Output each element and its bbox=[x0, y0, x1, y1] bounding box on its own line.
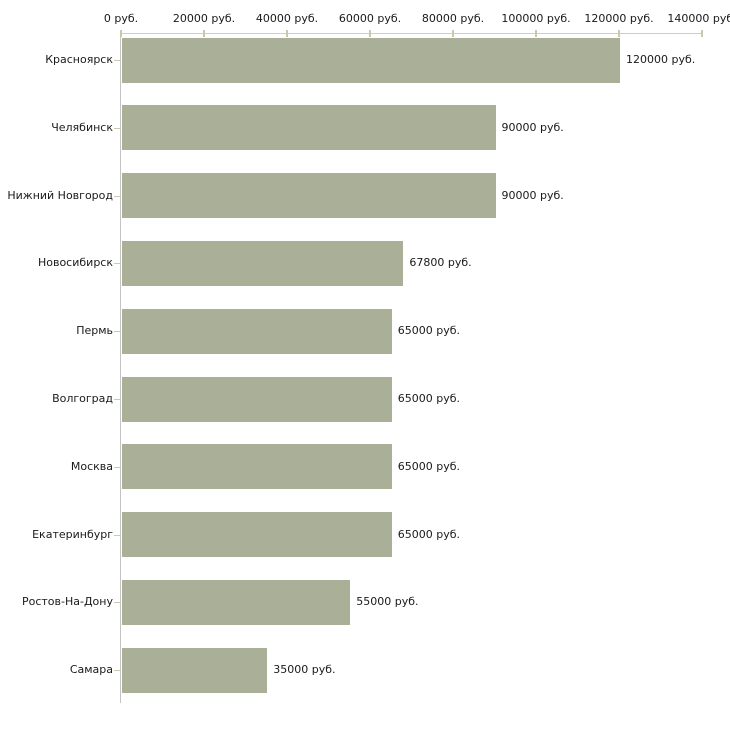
value-label: 65000 руб. bbox=[397, 324, 461, 338]
category-tick-mark bbox=[114, 195, 120, 197]
bar bbox=[122, 240, 404, 286]
value-label: 90000 руб. bbox=[501, 188, 564, 202]
value-label: 55000 руб. bbox=[356, 595, 419, 609]
value-label: 120000 руб. bbox=[626, 53, 696, 66]
category-label: Екатеринбург bbox=[32, 527, 113, 541]
x-axis-tick-mark bbox=[369, 30, 371, 37]
value-label: 65000 руб. bbox=[397, 392, 461, 405]
category-tick-mark bbox=[114, 60, 120, 61]
x-axis-tick-label: 0 руб. bbox=[103, 12, 139, 25]
category-label: Пермь bbox=[76, 324, 113, 338]
category-label: Челябинск bbox=[51, 120, 113, 134]
category-label: Новосибирск bbox=[37, 256, 113, 270]
x-axis-tick-mark bbox=[618, 30, 620, 37]
x-axis-tick-mark bbox=[120, 30, 122, 37]
category-tick-mark bbox=[114, 670, 120, 672]
category-tick-mark bbox=[114, 534, 120, 536]
x-axis-tick-label: 20000 руб. bbox=[172, 12, 236, 25]
y-axis-line bbox=[120, 33, 121, 703]
x-axis-tick-label: 140000 руб. bbox=[667, 12, 730, 25]
value-label: 35000 руб. bbox=[273, 663, 336, 677]
value-label: 67800 руб. bbox=[409, 256, 472, 270]
category-tick-mark bbox=[114, 263, 120, 265]
category-tick-mark bbox=[114, 602, 120, 604]
bar bbox=[122, 173, 496, 219]
bar bbox=[122, 647, 268, 693]
x-axis-tick-label: 80000 руб. bbox=[421, 12, 485, 25]
x-axis-tick-mark bbox=[701, 30, 703, 37]
bar bbox=[122, 512, 392, 558]
bar bbox=[122, 444, 392, 490]
bar bbox=[122, 105, 496, 151]
x-axis-tick-mark bbox=[203, 30, 205, 37]
x-axis-tick-label: 100000 руб. bbox=[501, 12, 571, 25]
category-label: Нижний Новгород bbox=[7, 188, 113, 202]
x-axis-tick-mark bbox=[452, 30, 454, 37]
x-axis-tick-mark bbox=[535, 30, 537, 37]
value-label: 90000 руб. bbox=[501, 120, 564, 134]
bar bbox=[122, 376, 392, 422]
x-axis-tick-label: 60000 руб. bbox=[338, 12, 402, 25]
category-tick-mark bbox=[114, 127, 120, 129]
category-label: Самара bbox=[69, 663, 113, 677]
x-axis-line bbox=[120, 33, 703, 34]
bar bbox=[122, 579, 351, 625]
bar bbox=[122, 308, 392, 354]
category-label: Ростов-На-Дону bbox=[21, 595, 113, 609]
x-axis-tick-label: 40000 руб. bbox=[255, 12, 319, 25]
x-axis-tick-label: 120000 руб. bbox=[584, 12, 654, 25]
category-tick-mark bbox=[114, 466, 120, 468]
category-label: Красноярск bbox=[45, 53, 113, 66]
bar bbox=[122, 37, 620, 83]
value-label: 65000 руб. bbox=[397, 459, 461, 473]
value-label: 65000 руб. bbox=[397, 527, 461, 541]
x-axis-tick-mark bbox=[286, 30, 288, 37]
category-label: Москва bbox=[70, 459, 113, 473]
category-label: Волгоград bbox=[52, 392, 113, 405]
category-tick-mark bbox=[114, 399, 120, 400]
category-tick-mark bbox=[114, 331, 120, 333]
